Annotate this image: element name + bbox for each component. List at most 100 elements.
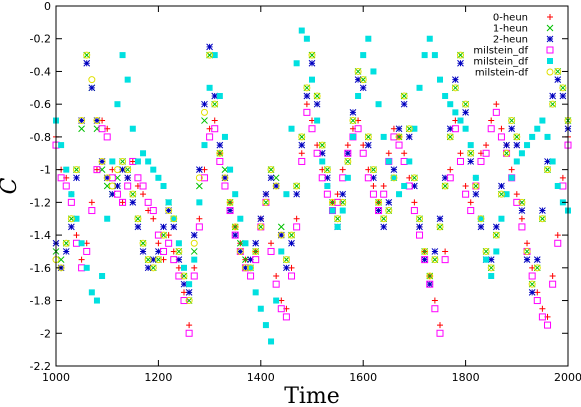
data-point <box>308 51 316 59</box>
data-point <box>139 182 147 190</box>
data-point <box>200 174 208 182</box>
data-point <box>467 199 474 206</box>
data-point <box>155 174 162 181</box>
data-point <box>483 256 490 263</box>
data-point <box>436 215 444 223</box>
data-point <box>400 92 408 100</box>
data-point <box>150 166 157 173</box>
data-point <box>226 207 234 214</box>
data-point <box>497 133 505 141</box>
data-point <box>339 207 346 214</box>
data-point <box>252 256 260 264</box>
data-point <box>431 52 438 59</box>
data-point <box>242 240 249 247</box>
y-tick-label: -1.8 <box>30 295 51 308</box>
data-point <box>78 264 86 272</box>
data-point <box>252 247 260 255</box>
data-point <box>211 125 219 133</box>
data-point <box>78 117 85 124</box>
data-point <box>508 117 516 125</box>
data-point <box>293 215 300 222</box>
data-point <box>416 223 423 231</box>
data-point <box>277 231 285 239</box>
data-point <box>175 240 182 247</box>
data-point <box>98 157 106 165</box>
data-point <box>200 108 208 116</box>
data-point <box>124 76 131 83</box>
data-point <box>446 174 454 182</box>
data-point <box>369 190 377 198</box>
data-point <box>344 142 351 149</box>
x-tick-label: 1800 <box>452 371 480 384</box>
data-point <box>385 150 392 157</box>
data-point <box>421 256 429 264</box>
data-point <box>436 329 444 337</box>
data-point <box>503 191 510 198</box>
y-tick-label: -2 <box>40 327 51 340</box>
data-point <box>323 190 331 198</box>
data-point <box>462 183 469 189</box>
data-point <box>144 198 152 206</box>
data-point <box>268 240 275 247</box>
data-point <box>226 198 234 206</box>
data-point <box>201 166 208 173</box>
data-point <box>513 198 521 206</box>
data-point <box>165 199 172 206</box>
data-point <box>236 248 244 255</box>
data-point <box>544 321 552 329</box>
data-point <box>139 248 147 255</box>
data-point <box>283 191 290 198</box>
data-point <box>385 199 393 206</box>
data-point <box>360 142 367 149</box>
data-point <box>119 166 126 173</box>
data-point <box>314 117 321 124</box>
data-point <box>73 215 80 222</box>
data-point <box>186 281 193 288</box>
data-point <box>457 117 464 124</box>
x-tick-label: 2000 <box>554 371 581 384</box>
data-point <box>191 264 198 271</box>
data-point <box>93 117 101 125</box>
data-point <box>354 67 362 75</box>
data-point <box>518 207 526 214</box>
data-point <box>559 174 566 181</box>
data-point <box>124 174 132 182</box>
data-point <box>149 256 157 263</box>
data-point <box>456 51 464 59</box>
data-point <box>554 232 561 239</box>
data-point <box>67 198 75 206</box>
data-point <box>109 158 116 165</box>
legend-marker <box>546 35 554 43</box>
data-point <box>93 117 101 124</box>
data-point <box>431 305 439 313</box>
data-point <box>63 166 70 173</box>
data-point <box>462 109 469 116</box>
data-point <box>544 133 551 140</box>
x-tick-label: 1400 <box>247 371 275 384</box>
data-point <box>426 272 434 280</box>
data-point <box>108 182 116 190</box>
data-point <box>206 43 213 51</box>
data-point <box>201 117 208 124</box>
data-point <box>186 322 193 329</box>
data-point <box>160 231 168 239</box>
data-point <box>339 166 346 173</box>
data-point <box>318 174 326 182</box>
data-point <box>549 158 556 165</box>
data-point <box>529 133 536 140</box>
data-point <box>390 174 398 182</box>
data-point <box>441 256 449 264</box>
data-point <box>160 247 168 255</box>
data-point <box>539 117 546 124</box>
plot-frame <box>55 5 569 367</box>
data-point <box>195 174 203 182</box>
data-point <box>196 215 203 222</box>
data-point <box>272 182 280 190</box>
data-point <box>370 68 377 75</box>
data-point <box>252 289 259 296</box>
data-point <box>211 92 219 100</box>
data-point <box>472 174 479 181</box>
data-point <box>395 141 403 149</box>
y-tick-label: -2.2 <box>30 360 51 373</box>
data-point <box>272 174 280 182</box>
